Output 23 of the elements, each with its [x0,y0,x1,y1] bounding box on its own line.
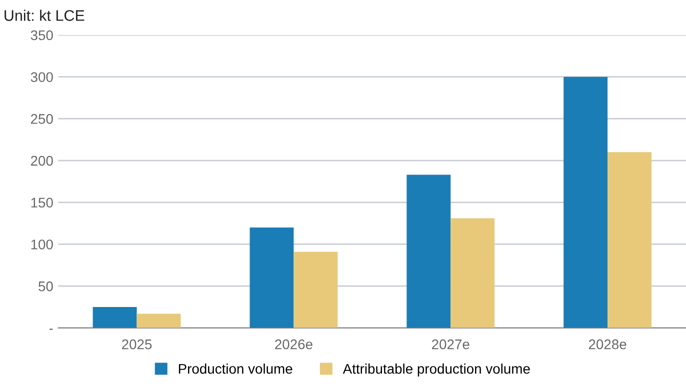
bar [294,252,338,328]
x-tick-label: 2026e [275,339,312,350]
legend-label: Attributable production volume [342,364,530,376]
x-tick-label: 2027e [432,339,470,350]
y-tick-label: 250 [30,114,53,124]
bar [450,218,495,328]
bar [608,152,652,328]
y-tick-label: 350 [30,30,53,40]
bar [406,174,451,328]
y-tick-label: - [49,328,53,330]
y-tick-label: 300 [30,72,53,82]
y-tick-label: 100 [31,240,53,250]
bar [136,314,181,328]
chart-subtitle: Unit: kt LCE [4,10,84,21]
bar [92,307,137,328]
x-tick-label: 2028e [588,339,626,350]
legend-label: Production volume [178,364,292,374]
y-tick-label: 200 [30,156,53,166]
bar [564,76,608,328]
x-tick-label: 2025 [122,339,152,350]
y-tick-label: 150 [31,198,53,208]
bar [250,228,294,328]
y-tick-label: 50 [38,281,53,292]
